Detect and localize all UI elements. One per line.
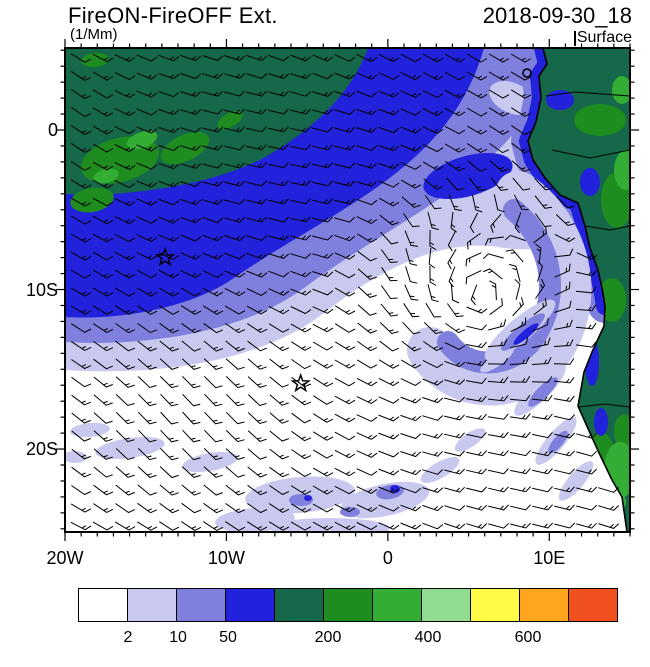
colorbar-label: 10	[169, 629, 187, 646]
star-marker	[290, 372, 311, 393]
page-title: FireON-FireOFF Ext.	[68, 3, 278, 28]
x-axis-tick-label: 10W	[207, 548, 245, 568]
star-marker	[154, 246, 176, 267]
colorbar-box	[78, 588, 128, 622]
colorbar-box	[470, 588, 520, 622]
colorbar-label: 200	[314, 629, 342, 646]
datetime-label: 2018-09-30_18	[482, 3, 632, 28]
x-axis-tick-label: 20W	[46, 548, 84, 568]
island-bioko	[522, 68, 532, 78]
colorbar-label: 2	[123, 629, 133, 646]
x-axis-tick-label: 0	[382, 548, 393, 568]
colorbar-box	[323, 588, 373, 622]
x-axis-tick-label: 10E	[533, 548, 566, 568]
colorbar	[78, 588, 618, 622]
level-label: Surface	[573, 29, 632, 47]
colorbar-label: 400	[414, 629, 442, 646]
colorbar-box	[127, 588, 177, 622]
colorbar-box	[519, 588, 569, 622]
coastline	[527, 48, 628, 532]
units-label: (1/Mm)	[70, 26, 118, 43]
colorbar-label: 50	[219, 629, 237, 646]
plot-frame	[64, 47, 631, 533]
colorbar-box	[274, 588, 324, 622]
contour-field-layer	[65, 48, 630, 532]
colorbar-box	[176, 588, 226, 622]
colorbar-box	[421, 588, 471, 622]
country-borders	[545, 91, 630, 408]
colorbar-box	[225, 588, 275, 622]
y-axis-tick-label: 10S	[25, 279, 58, 300]
y-axis-tick-label: 0	[47, 119, 58, 140]
colorbar-label: 600	[514, 629, 542, 646]
star-markers-layer	[154, 246, 311, 393]
level-tick-bar	[573, 30, 576, 46]
wind-barbs-layer	[70, 53, 620, 531]
level-text: Surface	[576, 29, 632, 46]
colorbar-box	[372, 588, 422, 622]
y-axis-tick-label: 20S	[25, 439, 58, 460]
colorbar-box	[568, 588, 618, 622]
